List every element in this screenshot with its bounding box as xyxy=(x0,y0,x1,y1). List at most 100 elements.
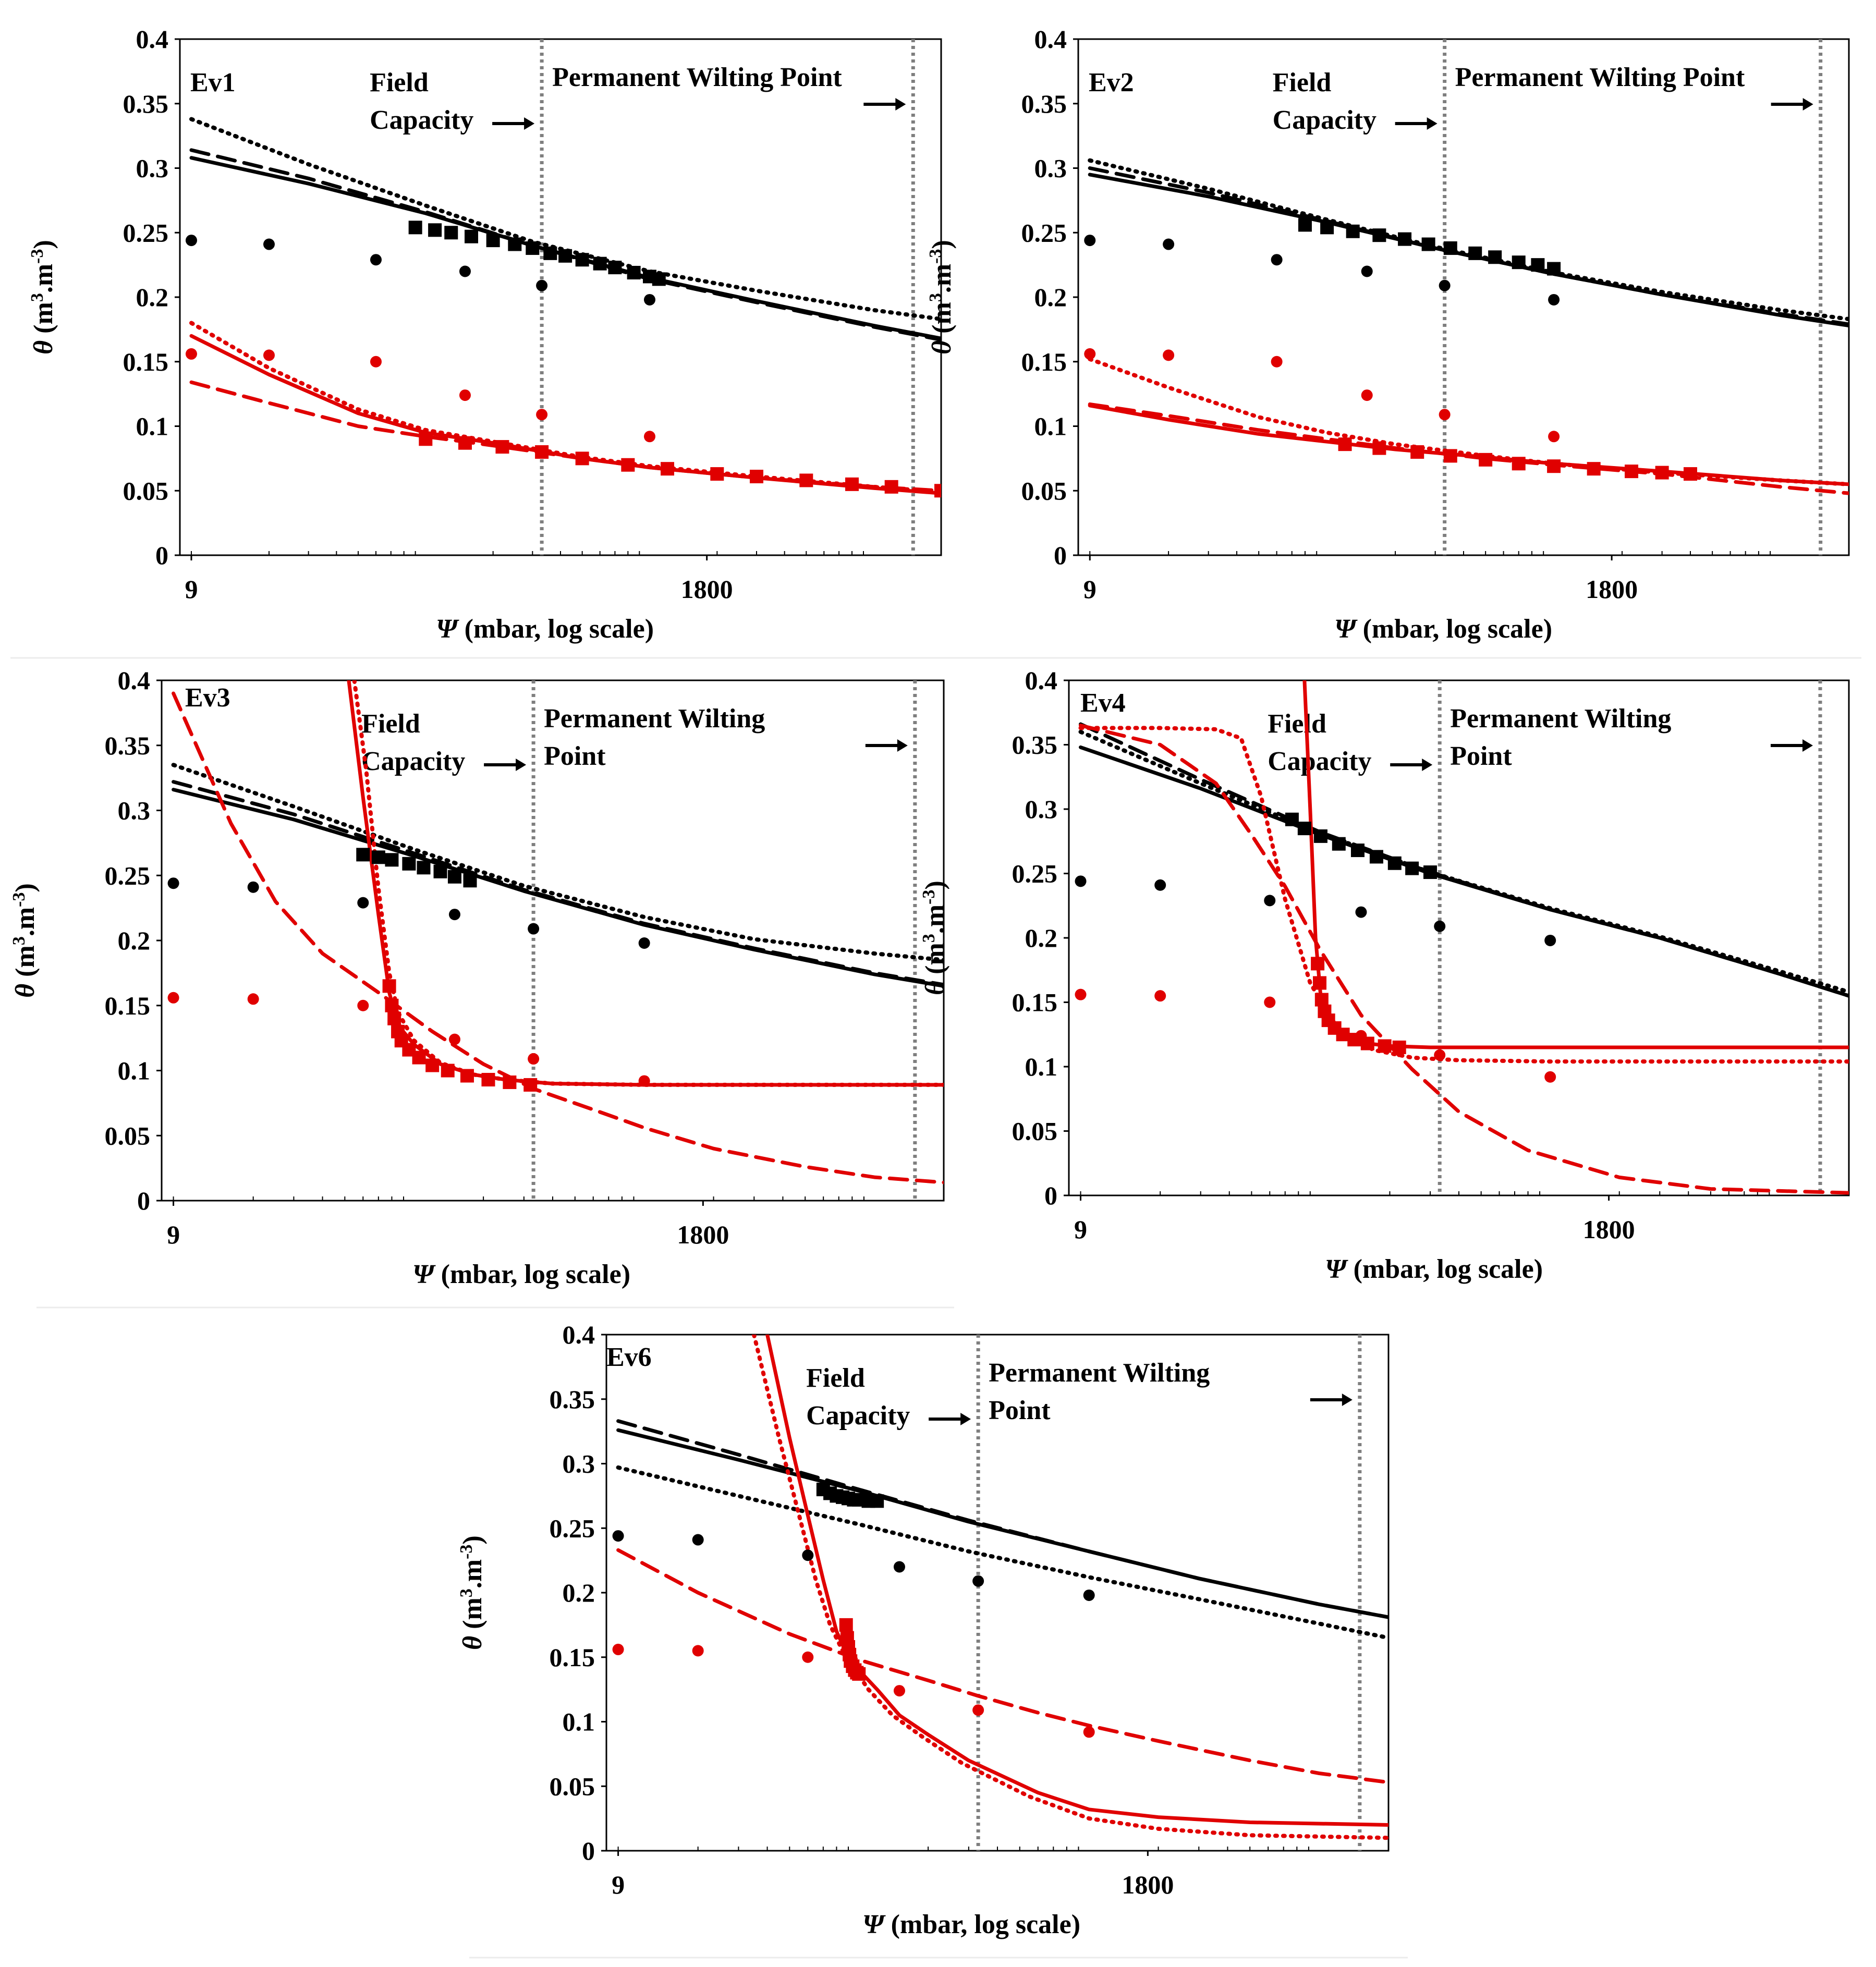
measured-point xyxy=(428,223,442,237)
series-soil1-dotted xyxy=(1078,729,1849,994)
plot-data xyxy=(167,680,944,1184)
reference-point-soil1 xyxy=(1271,254,1283,266)
reference-point-soil2 xyxy=(528,1053,540,1065)
x-axis-symbol: Ψ xyxy=(862,1910,886,1939)
x-axis-symbol: Ψ xyxy=(1334,614,1358,644)
x-tick-label: 9 xyxy=(185,575,198,604)
measured-point xyxy=(661,462,675,476)
series-soil1-dotted xyxy=(616,1465,1388,1640)
y-axis-end: ) xyxy=(458,1535,488,1544)
y-axis-sup: -3 xyxy=(926,249,945,264)
reference-point-soil1 xyxy=(692,1534,704,1546)
panel-ev3: Ev3 0 0.05 0.1 0.15 0.2 0.25 0.3 0.35 0.4 9 1800 Ψ … xyxy=(9,666,945,1289)
measured-point xyxy=(1512,255,1526,270)
x-axis-text: (mbar, log scale) xyxy=(1356,614,1552,644)
y-tick-label: 0.2 xyxy=(1034,283,1067,312)
field-capacity-label-2: Capacity xyxy=(1273,105,1376,135)
pwp-label: Permanent Wilting Point xyxy=(1455,63,1745,92)
measured-point xyxy=(412,1050,426,1065)
reference-point-soil2 xyxy=(370,356,382,368)
x-axis-label: Ψ (mbar, log scale) xyxy=(1334,614,1552,644)
field-capacity-label-2: Capacity xyxy=(1268,747,1371,776)
reference-point-soil2 xyxy=(1163,349,1175,361)
reference-point-soil2 xyxy=(893,1685,905,1697)
panel-ev4: Ev4 0 0.05 0.1 0.15 0.2 0.25 0.3 0.35 0.4 9 1800 Ψ … xyxy=(919,666,1850,1284)
series-soil2-dashed xyxy=(616,1548,1388,1785)
field-capacity-label: Field xyxy=(1273,68,1332,97)
measured-point xyxy=(934,484,941,498)
y-tick-label: 0 xyxy=(582,1836,595,1865)
y-tick-label: 0.15 xyxy=(1012,988,1058,1017)
y-tick-label: 0.35 xyxy=(123,89,169,118)
measured-point xyxy=(1298,218,1312,232)
series-soil2-solid xyxy=(189,334,941,495)
field-capacity-label: Field xyxy=(1268,709,1326,739)
measured-point xyxy=(1311,957,1325,971)
series-soil1-dashed xyxy=(172,780,944,987)
measured-point xyxy=(1392,1040,1406,1054)
plot-data xyxy=(185,117,941,498)
series-soil1-dotted xyxy=(189,117,941,322)
series-soil2-solid xyxy=(1088,404,1849,486)
y-axis-end: ) xyxy=(10,883,40,892)
reference-point-soil2 xyxy=(1264,996,1276,1008)
measured-point xyxy=(1346,224,1360,238)
measured-point xyxy=(535,445,549,459)
reference-point-soil1 xyxy=(893,1561,905,1573)
fc-arrow-head xyxy=(524,117,535,130)
y-axis-text: (m xyxy=(920,943,950,981)
measured-point xyxy=(1479,453,1493,467)
pwp-label: Permanent Wilting xyxy=(544,704,765,734)
reference-point-soil1 xyxy=(536,279,548,291)
measured-point xyxy=(508,237,522,251)
y-tick-label: 0.35 xyxy=(550,1385,595,1414)
y-tick-label: 0.05 xyxy=(1012,1117,1058,1146)
y-tick-label: 0.1 xyxy=(1025,1052,1058,1081)
y-tick-label: 0.15 xyxy=(550,1643,595,1672)
y-axis-symbol: θ xyxy=(29,340,58,355)
measured-point xyxy=(1372,228,1386,242)
x-axis-label: Ψ (mbar, log scale) xyxy=(436,614,654,644)
reference-point-soil1 xyxy=(247,881,259,893)
y-axis-sup: 3 xyxy=(28,293,47,302)
pwp-label: Permanent Wilting Point xyxy=(552,63,842,92)
y-tick-label: 0.4 xyxy=(563,1320,595,1349)
measured-point xyxy=(1547,262,1561,276)
y-tick-label: 0.15 xyxy=(123,347,169,376)
measured-point xyxy=(417,861,431,875)
series-soil2-dotted xyxy=(1078,726,1849,1064)
series-soil1-dashed xyxy=(1088,166,1849,326)
measured-point xyxy=(575,451,589,466)
x-axis-text: (mbar, log scale) xyxy=(1347,1254,1543,1284)
y-axis-label: θ (m3.m-3) xyxy=(457,1535,488,1650)
y-tick-label: 0.35 xyxy=(1012,730,1058,760)
reference-point-soil1 xyxy=(263,238,275,250)
y-axis-symbol: θ xyxy=(10,984,40,998)
pwp-label-2: Point xyxy=(989,1396,1051,1425)
y-axis-sup: 3 xyxy=(9,936,29,945)
fc-arrow-head xyxy=(960,1413,971,1425)
reference-point-soil1 xyxy=(802,1549,814,1561)
y-tick-label: 0.2 xyxy=(563,1578,595,1607)
reference-point-soil1 xyxy=(643,294,655,306)
measured-point xyxy=(1410,445,1424,459)
measured-point xyxy=(1314,993,1329,1007)
y-axis-end: ) xyxy=(927,240,957,249)
series-soil1-dotted xyxy=(171,763,944,962)
x-tick-label: 1800 xyxy=(1586,575,1638,604)
measured-point xyxy=(1443,241,1457,255)
panel-ev6: Ev6 0 0.05 0.1 0.15 0.2 0.25 0.3 0.35 0.4 9 1800 Ψ … xyxy=(457,1320,1390,1939)
y-axis-text: (m xyxy=(29,302,58,340)
pwp-label-2: Point xyxy=(1450,741,1512,771)
measured-point xyxy=(1488,250,1502,264)
y-axis-sup: -3 xyxy=(457,1545,476,1559)
series-soil2-dashed xyxy=(189,380,941,493)
measured-point xyxy=(543,246,557,260)
measured-point xyxy=(1372,441,1386,455)
measured-point xyxy=(382,979,396,993)
series-soil2-dotted xyxy=(752,1335,1388,1840)
series-soil2-solid xyxy=(347,680,944,1087)
measured-point xyxy=(749,470,763,484)
y-axis-label: θ (m3.m-3) xyxy=(9,883,41,998)
x-tick-label: 1800 xyxy=(1122,1870,1174,1899)
